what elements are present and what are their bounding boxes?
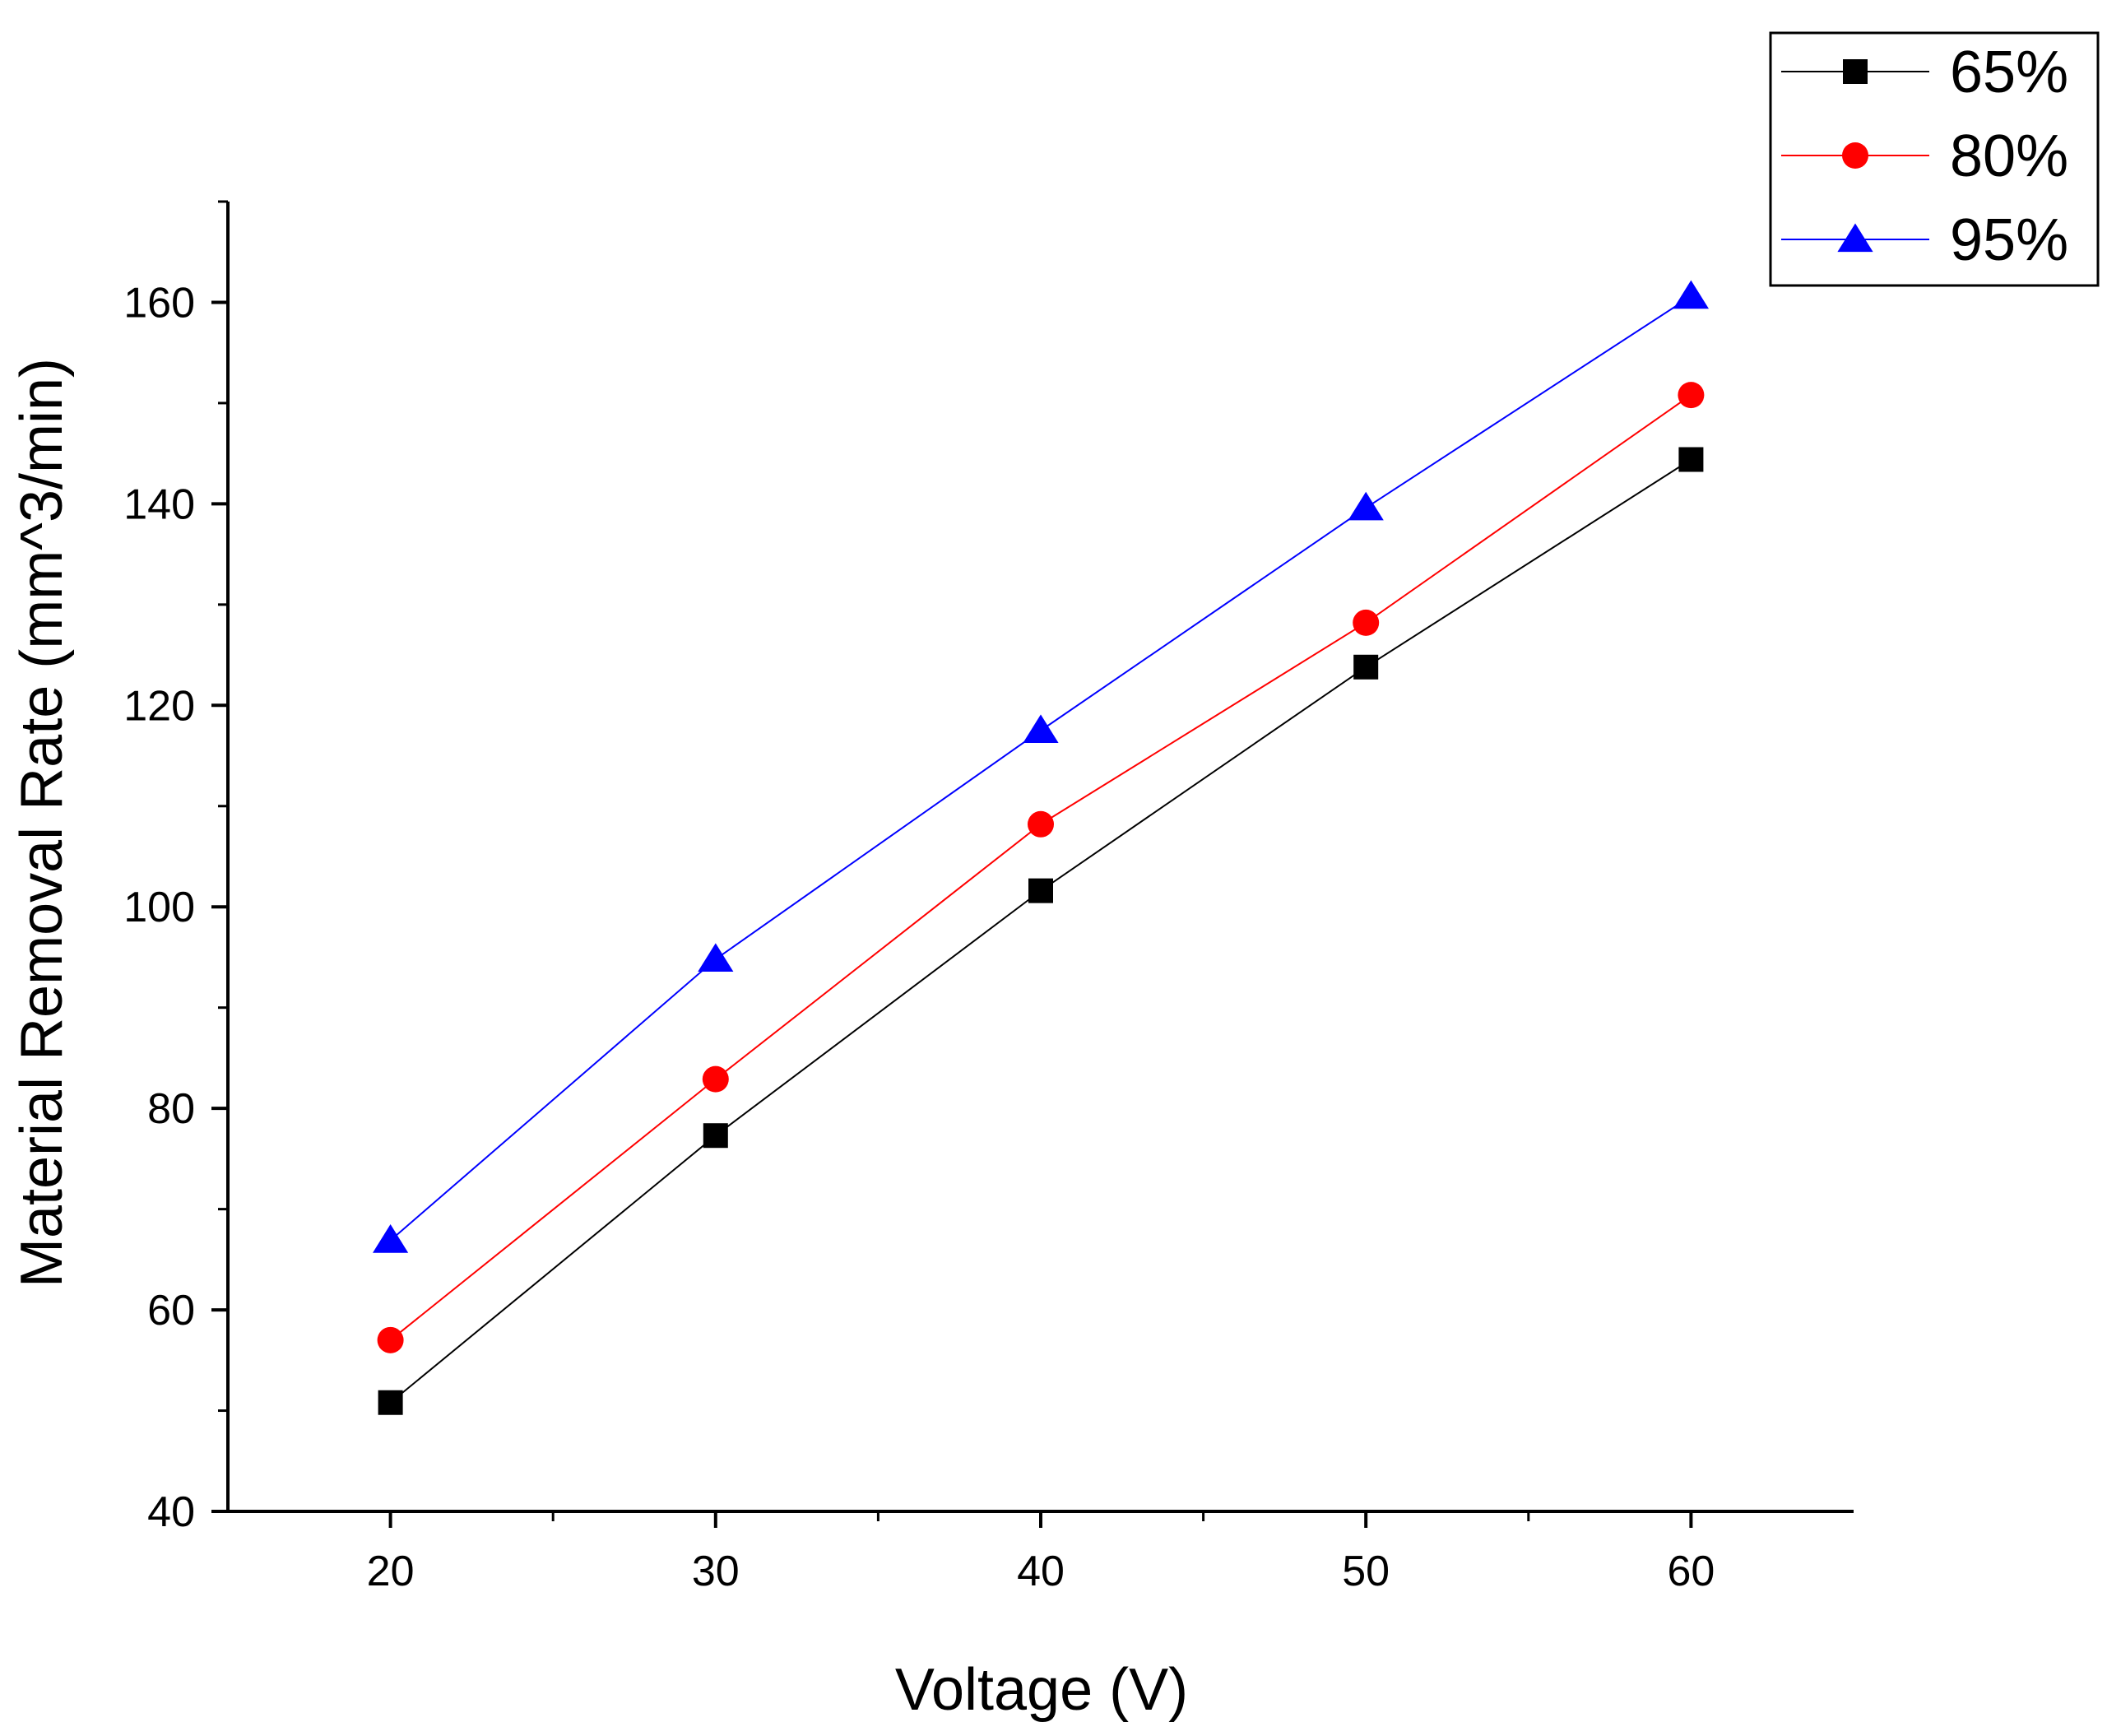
x-tick-label: 20 <box>367 1548 415 1595</box>
series-line <box>389 295 1692 1242</box>
legend-box <box>1769 31 2100 287</box>
series-65pct <box>378 447 1704 1415</box>
legend-item: 95% <box>1781 207 2068 273</box>
y-tick-label: 140 <box>123 480 195 528</box>
legend-marker <box>1843 59 1868 84</box>
data-point <box>1023 714 1059 744</box>
data-point <box>1678 382 1705 409</box>
x-tick-label: 30 <box>692 1548 740 1595</box>
data-point <box>703 1123 728 1149</box>
data-point <box>1353 654 1379 680</box>
data-point <box>1028 810 1054 838</box>
y-tick-label: 60 <box>147 1287 195 1334</box>
x-tick-label: 40 <box>1017 1548 1065 1595</box>
data-point <box>378 1390 403 1415</box>
legend-label: 95% <box>1950 207 2068 273</box>
y-axis-title: Material Removal Rate (mm^3/min) <box>9 358 75 1288</box>
y-tick-label: 160 <box>123 279 195 327</box>
data-point <box>1348 491 1384 521</box>
legend-item: 80% <box>1781 123 2068 189</box>
data-point <box>1353 609 1380 636</box>
data-point <box>702 1065 729 1093</box>
series-layer <box>373 280 1709 1415</box>
x-tick-label: 60 <box>1667 1548 1715 1595</box>
data-point <box>1673 280 1709 309</box>
legend-item: 65% <box>1781 39 2068 105</box>
series-line <box>389 458 1692 1404</box>
axes: 20 30 40 50 60 40 60 80 100 120 140 160 <box>123 200 1854 1595</box>
legend-marker <box>1837 223 1873 253</box>
legend-label: 65% <box>1950 39 2068 105</box>
legend: 65% 80% 95% <box>1769 31 2100 287</box>
data-point <box>698 943 734 972</box>
y-tick-label: 100 <box>123 884 195 931</box>
data-point <box>373 1224 409 1253</box>
data-point <box>1678 447 1704 472</box>
x-tick-label: 50 <box>1342 1548 1390 1595</box>
legend-marker <box>1842 142 1868 169</box>
y-tick-label: 80 <box>147 1085 195 1133</box>
series-80pct <box>377 382 1705 1353</box>
x-axis-title: Voltage (V) <box>895 1657 1188 1723</box>
y-tick-label: 120 <box>123 682 195 730</box>
series-95pct <box>373 280 1709 1253</box>
y-tick-label: 40 <box>147 1488 195 1536</box>
series-line <box>389 394 1692 1341</box>
data-point <box>1028 878 1053 903</box>
legend-label: 80% <box>1950 123 2068 189</box>
data-point <box>377 1326 404 1353</box>
